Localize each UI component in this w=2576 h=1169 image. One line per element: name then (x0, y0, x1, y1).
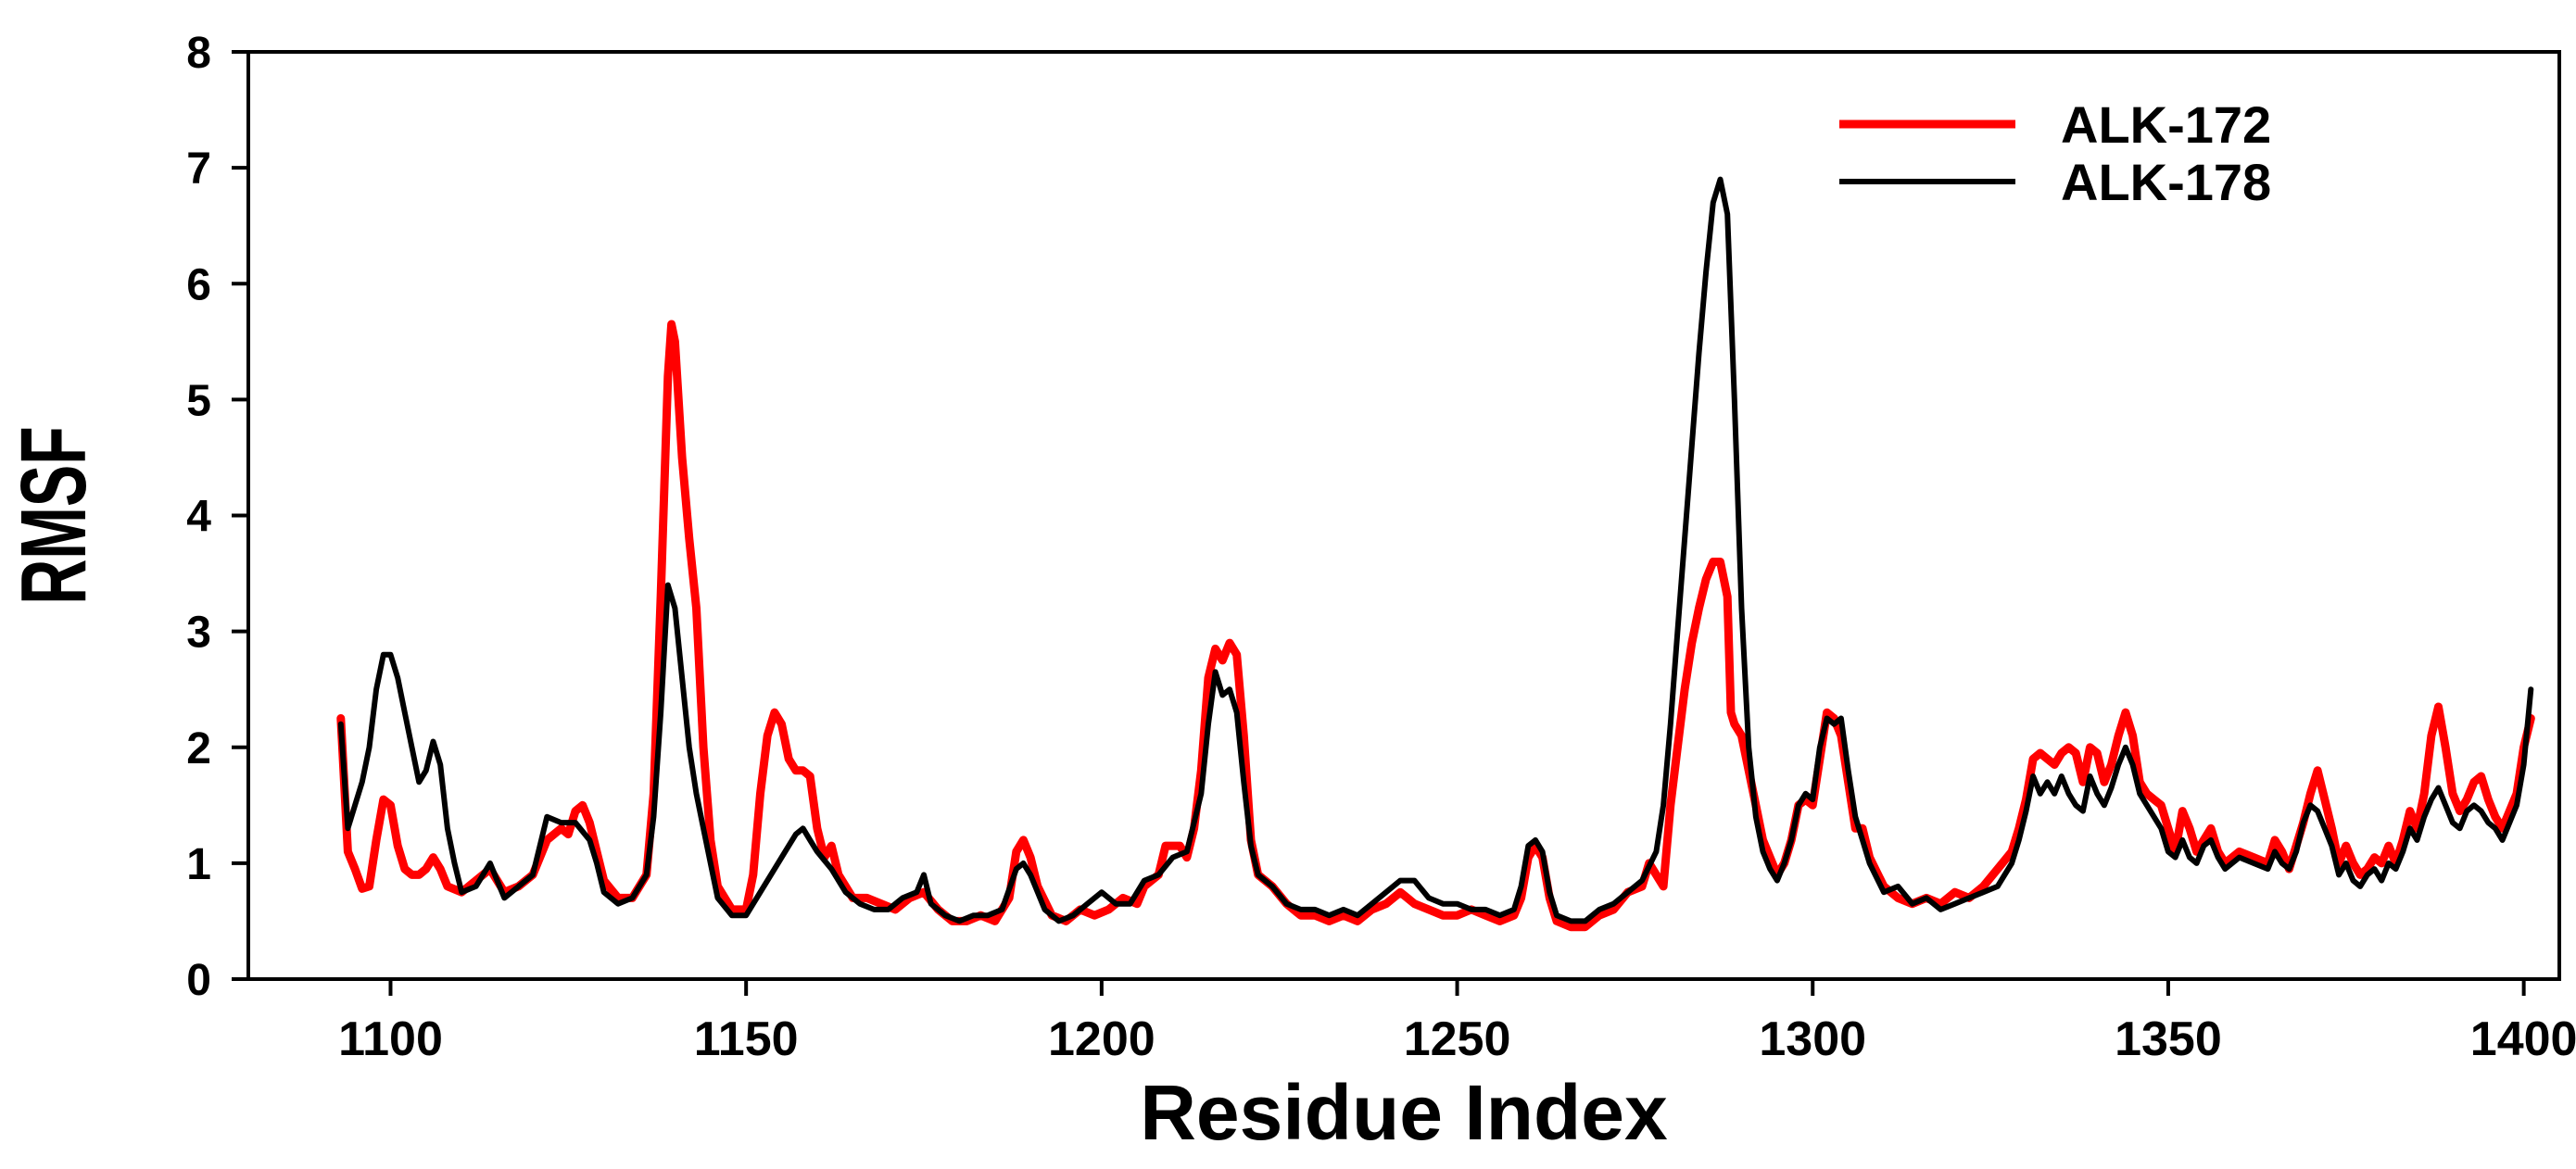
legend-label-alk-178: ALK-178 (2061, 153, 2271, 211)
x-axis: 1100 1150 1200 1250 1300 1350 1400 (338, 979, 2576, 1066)
legend-label-alk-172: ALK-172 (2061, 95, 2271, 154)
y-tick-label: 5 (186, 376, 211, 425)
series-layer (336, 176, 2535, 932)
x-tick-label: 1250 (1404, 1012, 1511, 1066)
x-tick-label: 1350 (2115, 1012, 2222, 1066)
y-tick-label: 2 (186, 724, 211, 773)
y-axis: 0 1 2 3 4 5 6 7 8 (186, 29, 248, 1005)
x-tick-label: 1100 (338, 1012, 443, 1066)
series-line-alk-178 (337, 176, 2534, 924)
x-tick-label: 1400 (2470, 1012, 2576, 1066)
x-tick-label: 1200 (1048, 1012, 1155, 1066)
y-tick-label: 6 (186, 260, 211, 309)
y-tick-label: 7 (186, 145, 211, 194)
y-tick-label: 0 (186, 956, 211, 1005)
x-tick-label: 1150 (694, 1012, 799, 1066)
y-axis-title: RMSF (3, 426, 106, 605)
series-line-alk-172 (336, 320, 2535, 932)
y-tick-label: 4 (186, 493, 211, 542)
y-tick-label: 8 (186, 29, 211, 78)
x-tick-label: 1300 (1759, 1012, 1866, 1066)
y-tick-label: 3 (186, 609, 211, 658)
y-tick-label: 1 (186, 840, 211, 889)
x-axis-title: Residue Index (1140, 1069, 1668, 1156)
